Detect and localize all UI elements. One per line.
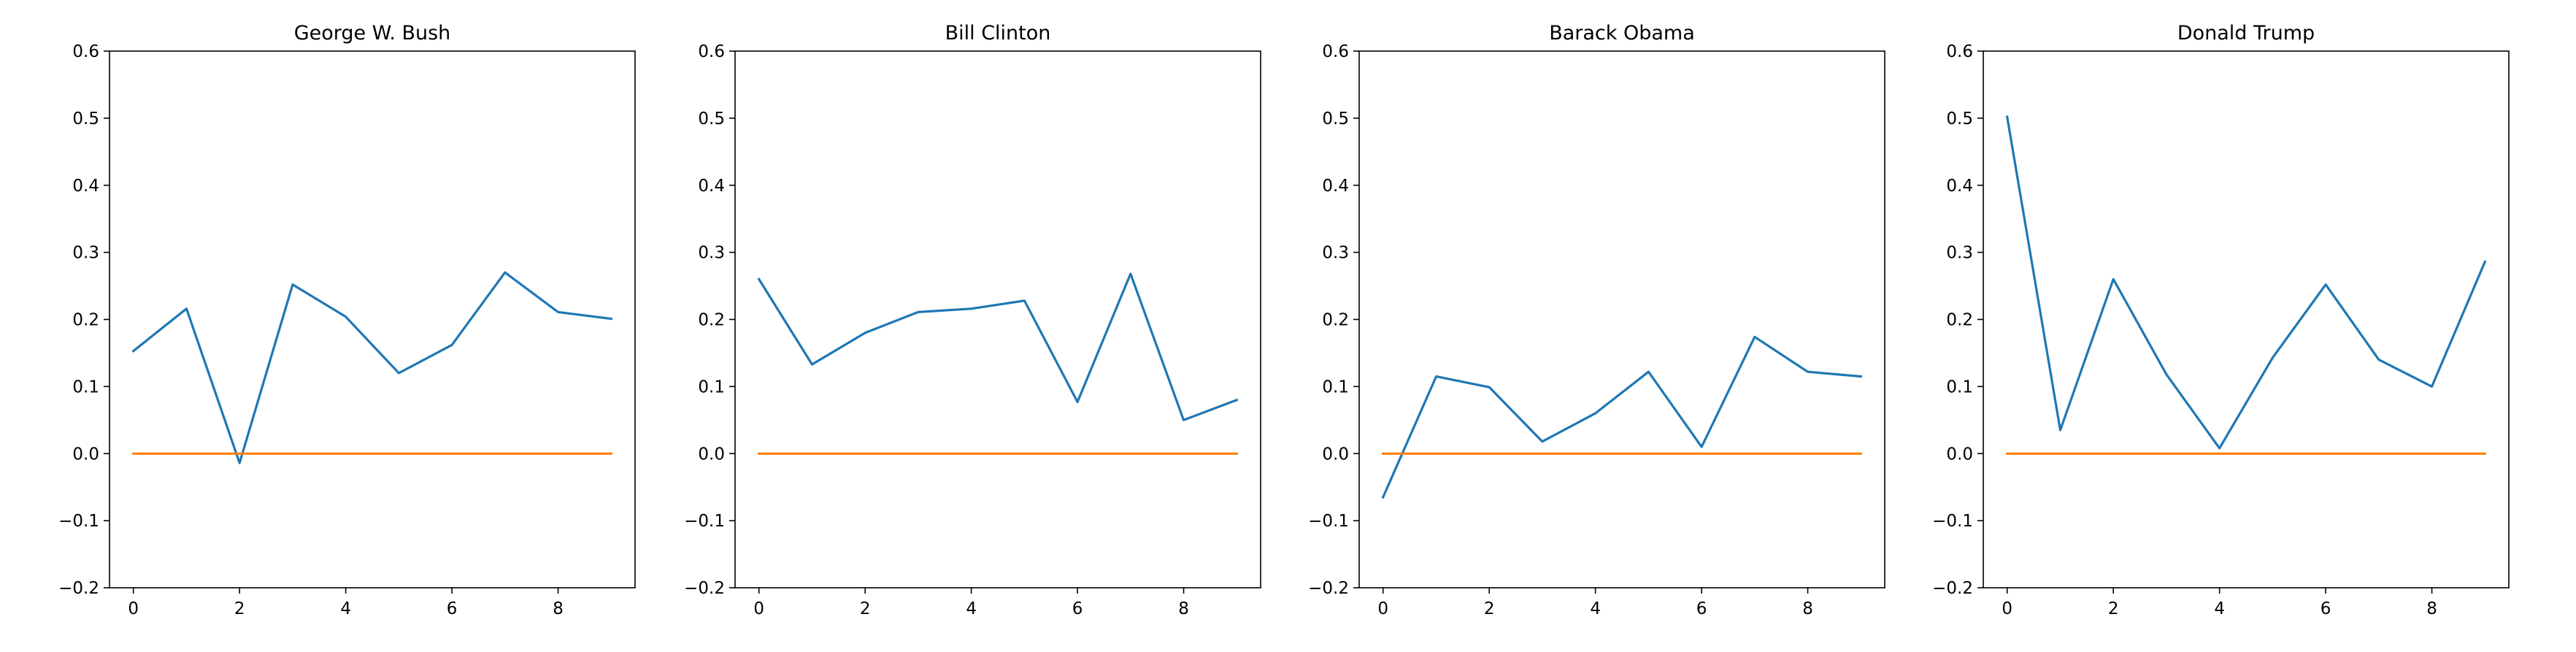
y-tick-label: 0.3 bbox=[1946, 244, 1973, 263]
x-tick-label: 0 bbox=[2002, 599, 2012, 618]
y-tick-label: 0.4 bbox=[698, 177, 725, 196]
chart-title: Barack Obama bbox=[1549, 22, 1695, 45]
y-tick-label: −0.2 bbox=[684, 579, 725, 598]
y-tick-label: 0.1 bbox=[698, 377, 725, 396]
y-tick-label: 0.5 bbox=[1946, 110, 1973, 129]
y-tick-label: 0.4 bbox=[1946, 177, 1973, 196]
x-tick-label: 6 bbox=[2321, 599, 2331, 618]
y-tick-label: −0.1 bbox=[58, 512, 99, 531]
x-tick-label: 8 bbox=[553, 599, 564, 618]
y-tick-label: 0.5 bbox=[72, 110, 99, 129]
y-tick-label: 0.6 bbox=[1322, 42, 1349, 61]
y-tick-label: 0.4 bbox=[1322, 177, 1349, 196]
y-tick-label: 0.0 bbox=[72, 445, 99, 464]
x-tick-label: 6 bbox=[1072, 599, 1083, 618]
y-tick-label: 0.1 bbox=[72, 377, 99, 396]
series-line bbox=[131, 271, 613, 464]
x-tick-label: 8 bbox=[1802, 599, 1813, 618]
y-tick-label: 0.6 bbox=[1946, 42, 1973, 61]
x-tick-label: 4 bbox=[2214, 599, 2225, 618]
chart-title: George W. Bush bbox=[294, 22, 451, 45]
y-tick-label: 0.5 bbox=[698, 110, 725, 129]
x-tick-label: 8 bbox=[1178, 599, 1189, 618]
series-line bbox=[1381, 335, 1863, 499]
x-tick-label: 4 bbox=[340, 599, 351, 618]
panel-donald-trump: Donald Trump −0.2 −0.1 0.0 0.1 0.2 0.3 0.4 0.5 0… bbox=[1932, 22, 2510, 618]
x-tick-label: 4 bbox=[1590, 599, 1601, 618]
y-tick-label: −0.1 bbox=[1932, 512, 1973, 531]
y-tick-label: −0.2 bbox=[1308, 579, 1349, 598]
x-tick-label: 6 bbox=[1696, 599, 1707, 618]
panel-barack-obama: Barack Obama −0.2 −0.1 0.0 0.1 0.2 0.3 0.4 0.5 0… bbox=[1308, 22, 1885, 618]
y-tick-label: 0.0 bbox=[1322, 445, 1349, 464]
x-tick-label: 8 bbox=[2426, 599, 2437, 618]
y-tick-label: 0.2 bbox=[1322, 311, 1349, 330]
x-tick-label: 0 bbox=[753, 599, 764, 618]
x-tick-label: 6 bbox=[447, 599, 458, 618]
y-tick-label: 0.0 bbox=[698, 445, 725, 464]
y-tick-label: 0.6 bbox=[698, 42, 725, 61]
y-tick-label: 0.4 bbox=[72, 177, 99, 196]
x-tick-label: 2 bbox=[2108, 599, 2119, 618]
x-tick-label: 2 bbox=[1484, 599, 1495, 618]
chart-title: Donald Trump bbox=[2177, 22, 2315, 45]
chart-title: Bill Clinton bbox=[945, 22, 1051, 45]
y-tick-label: 0.2 bbox=[72, 311, 99, 330]
x-tick-label: 2 bbox=[234, 599, 245, 618]
panel-bill-clinton: Bill Clinton −0.2 −0.1 0.0 0.1 0.2 0.3 0.4 0.5 0… bbox=[684, 22, 1261, 618]
x-tick-label: 2 bbox=[860, 599, 871, 618]
y-tick-label: 0.3 bbox=[1322, 244, 1349, 263]
y-tick-label: −0.1 bbox=[1308, 512, 1349, 531]
y-tick-label: 0.3 bbox=[698, 244, 725, 263]
x-tick-label: 4 bbox=[966, 599, 977, 618]
y-tick-label: 0.0 bbox=[1946, 445, 1973, 464]
y-tick-label: −0.2 bbox=[58, 579, 99, 598]
panel-george-w-bush: George W. Bush −0.2 −0.1 0.0 0.1 0.2 0.3 0.4 0.… bbox=[58, 22, 636, 618]
y-tick-label: 0.5 bbox=[1322, 110, 1349, 129]
y-tick-label: 0.2 bbox=[698, 311, 725, 330]
series-line bbox=[2005, 115, 2487, 450]
x-tick-label: 0 bbox=[1377, 599, 1388, 618]
y-tick-label: −0.2 bbox=[1932, 579, 1973, 598]
y-tick-label: 0.2 bbox=[1946, 311, 1973, 330]
y-tick-label: 0.1 bbox=[1946, 377, 1973, 396]
x-tick-label: 0 bbox=[128, 599, 139, 618]
y-tick-label: 0.3 bbox=[72, 244, 99, 263]
y-tick-label: 0.6 bbox=[72, 42, 99, 61]
series-line bbox=[757, 272, 1239, 421]
y-tick-label: 0.1 bbox=[1322, 377, 1349, 396]
y-tick-label: −0.1 bbox=[684, 512, 725, 531]
